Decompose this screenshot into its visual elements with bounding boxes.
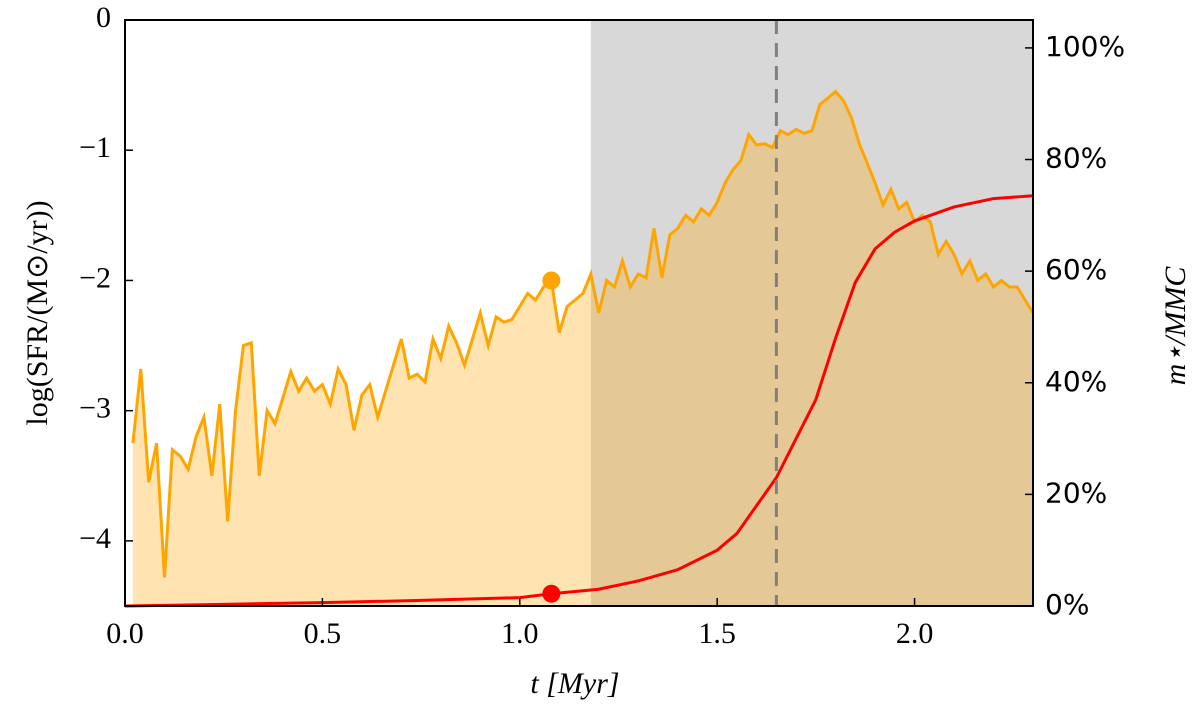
- y-tick-label: −4: [79, 522, 111, 555]
- y2-axis-label: m⋆/MMC: [1159, 266, 1192, 386]
- x-tick-label: 0.5: [304, 617, 342, 650]
- y2-tick-label: 40%: [1045, 365, 1107, 398]
- y2-tick-label: 80%: [1045, 142, 1107, 175]
- y2-tick-label: 0%: [1045, 588, 1089, 621]
- plot-frame: [124, 19, 1034, 607]
- shaded-region: [590, 20, 1033, 606]
- x-tick-label: 1.5: [698, 617, 736, 650]
- marker: [542, 271, 561, 290]
- x-tick-label: 1.0: [501, 617, 539, 650]
- x-axis-label: t [Myr]: [530, 667, 619, 700]
- x-tick-label: 0.0: [106, 617, 144, 650]
- y2-tick-label: 20%: [1045, 476, 1107, 509]
- y-axis-label: log(SFR/(M⊙/yr)): [21, 200, 54, 425]
- y-tick-label: 0: [96, 1, 111, 34]
- y-tick-label: −2: [79, 261, 111, 294]
- area: [132, 91, 1034, 607]
- marker: [542, 584, 561, 603]
- y2-tick-label: 100%: [1045, 30, 1125, 63]
- y-tick-label: −3: [79, 392, 111, 425]
- y2-tick-label: 60%: [1045, 253, 1107, 286]
- line: [124, 194, 1034, 608]
- x-tick-label: 2.0: [896, 617, 934, 650]
- y-tick-label: −1: [79, 131, 111, 164]
- line: [131, 89, 1035, 578]
